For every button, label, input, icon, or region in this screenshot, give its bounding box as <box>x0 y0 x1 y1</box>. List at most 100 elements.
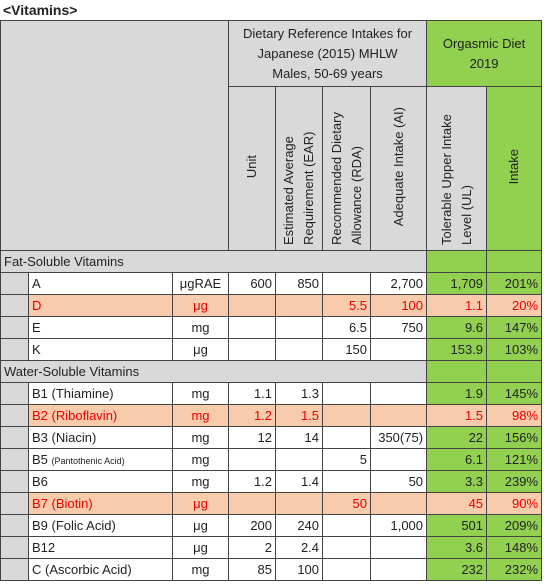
rda-cell: 100 <box>275 558 324 581</box>
column-header-text: Unit <box>244 155 260 179</box>
name-text: D <box>32 298 42 313</box>
ai-cell: 150 <box>322 338 372 361</box>
intake-cell: 3.3 <box>426 470 488 493</box>
column-header: Intake <box>486 86 543 251</box>
intake-cell: 1,709 <box>426 272 488 295</box>
section-title: Fat-Soluble Vitamins <box>0 250 428 273</box>
ratio-cell: 201% <box>486 272 543 295</box>
name-text: B1 (Thiamine) <box>32 386 114 401</box>
column-header-text: Adequate Intake (AI) <box>390 107 406 227</box>
unit-cell: mg <box>171 316 230 339</box>
intake-cell: 22 <box>426 426 488 449</box>
vitamin-name: B6 <box>28 470 173 493</box>
vitamin-name: C (Ascorbic Acid) <box>28 558 173 581</box>
indent-cell <box>0 492 29 515</box>
vitamin-row: B3 (Niacin) mg 12 14 350(75) 22 156% <box>0 426 543 449</box>
ear-cell: 1.1 <box>228 382 277 405</box>
ear-cell <box>228 492 277 515</box>
table-title: <Vitamins> <box>3 2 78 18</box>
rda-cell: 2.4 <box>275 536 324 559</box>
header-line: Orgasmic Diet <box>442 35 526 51</box>
column-header: Unit <box>228 86 277 251</box>
ratio-cell: 20% <box>486 294 543 317</box>
vitamin-row: B12 μg 2 2.4 3.6 148% <box>0 536 543 559</box>
ul-cell: 2,700 <box>370 272 428 295</box>
table-body: Dietary Reference Intakes for Japanese (2… <box>0 20 543 581</box>
column-header: Recommended Dietary Allowance (RDA) <box>322 86 372 251</box>
vitamin-name: A <box>28 272 173 295</box>
ratio-cell: 209% <box>486 514 543 537</box>
ratio-cell: 147% <box>486 316 543 339</box>
unit-cell: mg <box>171 426 230 449</box>
ai-cell: 50 <box>322 492 372 515</box>
vitamin-row: B7 (Biotin) μg 50 45 90% <box>0 492 543 515</box>
ul-cell <box>370 404 428 427</box>
rda-cell <box>275 448 324 471</box>
ai-cell <box>322 558 372 581</box>
column-header: Adequate Intake (AI) <box>370 86 428 251</box>
unit-cell: mg <box>171 382 230 405</box>
unit-cell: μg <box>171 492 230 515</box>
ear-cell: 200 <box>228 514 277 537</box>
ul-cell: 100 <box>370 294 428 317</box>
vitamin-row: B1 (Thiamine) mg 1.1 1.3 1.9 145% <box>0 382 543 405</box>
ear-cell: 600 <box>228 272 277 295</box>
ul-cell <box>370 536 428 559</box>
ai-cell <box>322 514 372 537</box>
intake-cell: 501 <box>426 514 488 537</box>
vitamin-name: B2 (Riboflavin) <box>28 404 173 427</box>
indent-cell <box>0 404 29 427</box>
intake-cell <box>426 250 488 273</box>
ear-cell <box>228 448 277 471</box>
rda-cell: 14 <box>275 426 324 449</box>
vitamins-table: Dietary Reference Intakes for Japanese (2… <box>0 20 543 581</box>
unit-cell: μg <box>171 514 230 537</box>
ear-cell <box>228 338 277 361</box>
unit-cell: μgRAE <box>171 272 230 295</box>
intake-cell <box>426 360 488 383</box>
name-text: B2 (Riboflavin) <box>32 408 118 423</box>
ai-cell <box>322 536 372 559</box>
intake-cell: 1.5 <box>426 404 488 427</box>
rda-cell <box>275 492 324 515</box>
rda-cell <box>275 294 324 317</box>
rda-cell: 1.3 <box>275 382 324 405</box>
name-text: K <box>32 342 41 357</box>
vitamin-row: B2 (Riboflavin) mg 1.2 1.5 1.5 98% <box>0 404 543 427</box>
indent-cell <box>0 316 29 339</box>
indent-cell <box>0 426 29 449</box>
name-text: A <box>32 276 41 291</box>
ratio-cell: 156% <box>486 426 543 449</box>
ul-cell <box>370 492 428 515</box>
vitamin-name: B12 <box>28 536 173 559</box>
indent-cell <box>0 558 29 581</box>
rda-cell: 1.5 <box>275 404 324 427</box>
ul-cell <box>370 338 428 361</box>
header-row: Unit Estimated Average Requirement (EAR) R… <box>1 86 543 251</box>
ear-cell: 12 <box>228 426 277 449</box>
unit-cell: mg <box>171 558 230 581</box>
intake-cell: 45 <box>426 492 488 515</box>
intake-cell: 6.1 <box>426 448 488 471</box>
header-line: Dietary Reference Intakes for <box>242 25 413 41</box>
column-header-text: Recommended Dietary Allowance (RDA) <box>328 111 364 245</box>
unit-cell: μg <box>171 536 230 559</box>
ratio-cell: 145% <box>486 382 543 405</box>
name-note: (Pantothenic Acid) <box>51 456 125 466</box>
section-row: Water-Soluble Vitamins <box>0 360 543 383</box>
name-text: B6 <box>32 474 48 489</box>
group-header: Orgasmic Diet 2019 <box>426 20 543 87</box>
header-line: Males, 50-69 years <box>272 65 383 81</box>
intake-cell: 3.6 <box>426 536 488 559</box>
ai-cell: 6.5 <box>322 316 372 339</box>
name-text: E <box>32 320 41 335</box>
ratio-cell: 103% <box>486 338 543 361</box>
ear-cell: 2 <box>228 536 277 559</box>
ratio-cell: 232% <box>486 558 543 581</box>
ai-cell <box>322 470 372 493</box>
rda-cell: 850 <box>275 272 324 295</box>
vitamin-row: B5 (Pantothenic Acid) mg 5 6.1 121% <box>0 448 543 471</box>
